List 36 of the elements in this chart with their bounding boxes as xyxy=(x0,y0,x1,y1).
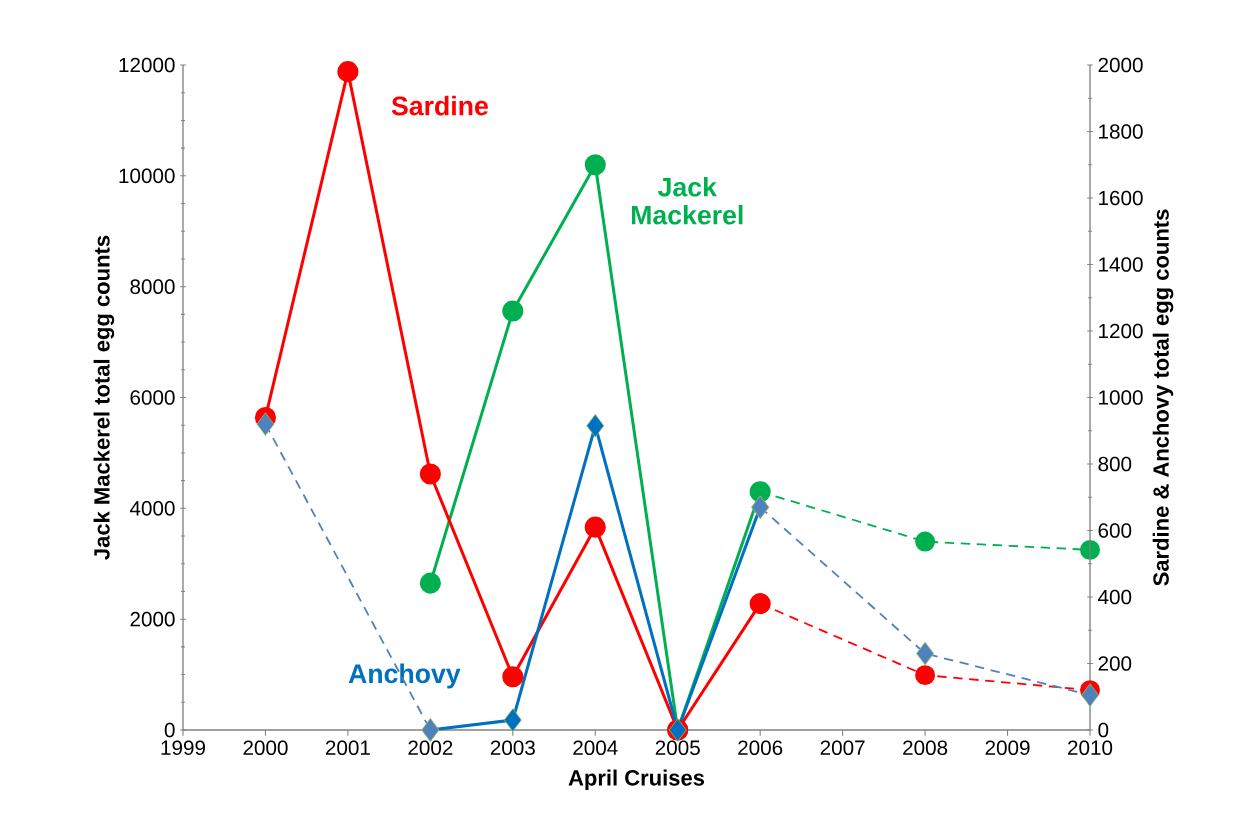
series-label: Sardine xyxy=(391,95,488,116)
x-tick-label: 2006 xyxy=(738,740,783,756)
y-tick-label: 0 xyxy=(164,722,175,738)
y-tick-label: 12000 xyxy=(119,57,175,73)
y2-tick-label: 1600 xyxy=(1099,190,1143,206)
y2-tick-label: 0 xyxy=(1098,722,1109,738)
y-tick-label: 10000 xyxy=(119,168,175,184)
y2-tick-label: 1800 xyxy=(1099,124,1143,139)
x-tick-label: 2003 xyxy=(490,740,535,756)
y2-tick-label: 600 xyxy=(1098,523,1132,538)
x-tick-label: 2010 xyxy=(1068,740,1113,756)
x-tick-label: 2002 xyxy=(408,740,453,756)
y2-axis-title: Sardine & Anchovy total egg counts xyxy=(1152,209,1174,586)
y-tick-label: 6000 xyxy=(130,390,175,405)
x-tick-label: 2000 xyxy=(243,740,288,756)
y-tick-label: 8000 xyxy=(130,279,175,294)
y2-tick-label: 200 xyxy=(1098,656,1132,671)
y-tick-label: 4000 xyxy=(129,501,175,516)
y2-tick-label: 1400 xyxy=(1099,257,1143,272)
series-label: Jack Mackerel xyxy=(631,176,743,225)
x-tick-label: 2008 xyxy=(903,740,948,756)
x-axis-title: April Cruises xyxy=(568,769,705,791)
y-tick-label: 2000 xyxy=(130,611,175,627)
y2-tick-label: 2000 xyxy=(1098,57,1143,73)
x-tick-label: 2001 xyxy=(325,740,370,756)
y2-tick-label: 1000 xyxy=(1099,390,1143,405)
x-tick-label: 2005 xyxy=(655,740,700,756)
x-tick-label: 2007 xyxy=(820,740,865,756)
y2-tick-label: 800 xyxy=(1098,456,1132,472)
x-tick-label: 2009 xyxy=(985,740,1030,756)
y-axis-title: Jack Mackerel total egg counts xyxy=(93,235,115,560)
x-tick-label: 2004 xyxy=(573,740,618,756)
x-tick-label: 1999 xyxy=(161,740,205,756)
series-label: Anchovy xyxy=(348,663,461,689)
y2-tick-label: 400 xyxy=(1098,589,1132,605)
y2-tick-label: 1200 xyxy=(1099,323,1143,339)
